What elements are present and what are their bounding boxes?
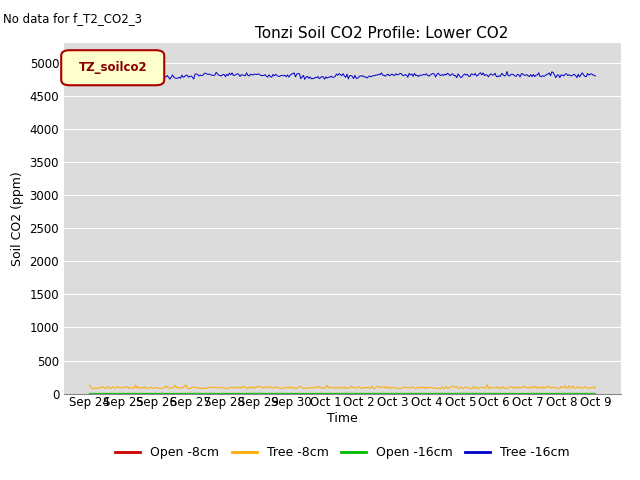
- Title: Tonzi Soil CO2 Profile: Lower CO2: Tonzi Soil CO2 Profile: Lower CO2: [255, 25, 508, 41]
- Text: No data for f_T2_CO2_3: No data for f_T2_CO2_3: [3, 12, 142, 25]
- X-axis label: Time: Time: [327, 412, 358, 425]
- Y-axis label: Soil CO2 (ppm): Soil CO2 (ppm): [11, 171, 24, 266]
- Text: TZ_soilco2: TZ_soilco2: [79, 61, 147, 74]
- Legend: Open -8cm, Tree -8cm, Open -16cm, Tree -16cm: Open -8cm, Tree -8cm, Open -16cm, Tree -…: [110, 442, 575, 465]
- FancyBboxPatch shape: [61, 50, 164, 85]
